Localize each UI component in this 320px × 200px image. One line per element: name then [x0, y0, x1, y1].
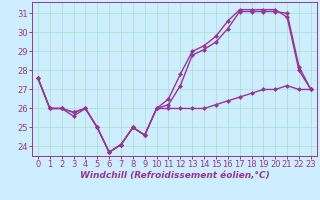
- X-axis label: Windchill (Refroidissement éolien,°C): Windchill (Refroidissement éolien,°C): [80, 171, 269, 180]
